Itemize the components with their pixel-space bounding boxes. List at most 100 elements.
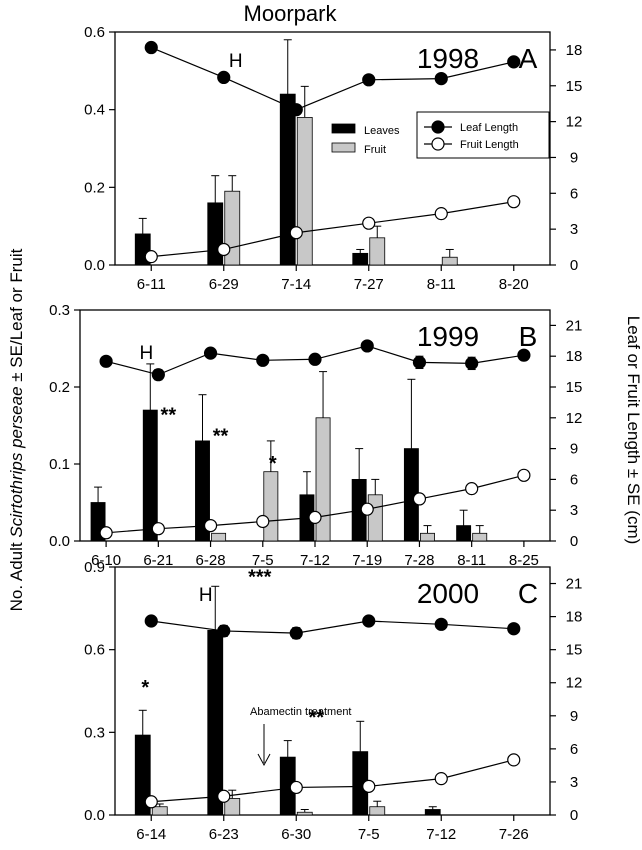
leaves-bar [142, 409, 158, 542]
right-tick-label: 3 [570, 774, 578, 791]
right-tick-label: 9 [570, 441, 578, 458]
left-tick-label: 0.0 [49, 533, 70, 550]
left-axis-label-pre: No. Adult [7, 538, 26, 612]
fruit-length-point [507, 753, 521, 767]
fruit-length-point [144, 795, 158, 809]
right-tick-label: 18 [566, 42, 583, 59]
panel-A: 0.0 0.2 0.4 0.6 0 3 6 9 12 15 18 6-11 6-29 7-14 7-27 8-… [84, 24, 582, 293]
x-tick-label: 6-30 [281, 826, 311, 843]
fruit-bar [367, 494, 383, 542]
year-label: 1999 [417, 321, 479, 352]
right-tick-label: 21 [566, 317, 583, 334]
fruit-length-point [362, 216, 376, 230]
x-tick-label: 7-26 [499, 826, 529, 843]
panel-letter: C [518, 578, 538, 609]
legend-leaves-label: Leaves [364, 125, 400, 137]
right-tick-label: 15 [566, 78, 583, 95]
fruit-bar [472, 532, 488, 542]
abamectin-arrow-head [257, 753, 271, 767]
right-tick-label: 21 [566, 576, 583, 593]
significance-stars: * [141, 677, 149, 699]
significance-stars: ** [161, 405, 177, 427]
leaf-length-point [434, 71, 448, 86]
leaf-length-point [151, 368, 165, 382]
x-tick-label: 6-23 [209, 826, 239, 843]
leaf-length-point [203, 346, 218, 360]
x-tick-label: 8-11 [427, 276, 456, 293]
right-tick-label: 0 [570, 533, 578, 550]
legend-fruit-swatch [331, 142, 356, 153]
x-tick-label: 8-11 [457, 552, 486, 569]
x-tick-label: 6-21 [143, 552, 173, 569]
x-tick-label: 7-19 [352, 552, 382, 569]
panel-letter: A [519, 43, 538, 74]
fruit-length-point [465, 482, 479, 496]
x-tick-label: 7-28 [404, 552, 434, 569]
leaf-length-line [151, 620, 514, 634]
fruit-length-line [151, 759, 514, 803]
right-tick-label: 15 [566, 642, 583, 659]
fruit-length-point [99, 526, 113, 540]
legend-fruit-length-label: Fruit Length [460, 139, 519, 151]
leaf-length-point [308, 352, 322, 366]
left-tick-label: 0.9 [84, 559, 105, 576]
left-tick-label: 0.2 [84, 179, 105, 196]
left-tick-label: 0.3 [49, 302, 70, 319]
right-axis-label: Leaf or Fruit Length ± SE (cm) [624, 316, 642, 545]
legend-box [416, 111, 550, 159]
leaf-length-point [360, 339, 374, 353]
legend: Leaves Fruit Leaf Length Fruit Length [331, 111, 550, 159]
left-tick-label: 0.1 [49, 456, 70, 473]
fruit-bar [369, 237, 386, 266]
leaf-length-point [465, 356, 479, 370]
fruit-length-point [360, 502, 374, 516]
right-tick-label: 12 [566, 114, 583, 131]
legend-leaf-length-label: Leaf Length [460, 122, 518, 134]
left-tick-label: 0.6 [84, 24, 105, 41]
fruit-length-point [434, 772, 448, 786]
right-tick-label: 3 [570, 502, 578, 519]
right-tick-label: 6 [570, 471, 578, 488]
right-tick-label: 18 [566, 609, 583, 626]
fruit-length-point [507, 195, 521, 209]
x-tick-label: 7-12 [300, 552, 330, 569]
fruit-bar [369, 806, 386, 816]
significance-stars: *** [248, 567, 272, 589]
fruit-length-point [289, 226, 303, 240]
leaves-bar [207, 202, 224, 266]
fruit-bar [151, 806, 168, 816]
leaves-bar [456, 525, 472, 542]
right-tick-label: 18 [566, 348, 583, 365]
x-tick-label: 7-12 [426, 826, 456, 843]
plot-frame [114, 31, 551, 266]
leaf-length-point [517, 348, 531, 362]
x-tick-label: 7-5 [252, 552, 274, 569]
right-tick-label: 6 [570, 185, 578, 202]
fruit-length-point [412, 492, 427, 506]
figure-title: Moorpark [244, 1, 338, 26]
fruit-length-point [308, 510, 322, 524]
x-tick-label: 7-27 [354, 276, 384, 293]
right-tick-label: 0 [570, 807, 578, 824]
fruit-length-point [203, 518, 218, 533]
x-tick-label: 6-28 [196, 552, 226, 569]
leaf-length-point [507, 622, 521, 636]
x-tick-label: 6-11 [137, 276, 166, 293]
legend-leaves-swatch [331, 123, 356, 134]
plot-frame [114, 566, 551, 816]
left-tick-label: 0.3 [84, 724, 105, 741]
fruit-length-point [289, 780, 303, 795]
leaf-length-point [507, 55, 521, 69]
right-tick-label: 12 [566, 675, 583, 692]
fruit-length-point [517, 468, 531, 482]
legend-leaf-marker [431, 120, 445, 134]
right-tick-label: 6 [570, 741, 578, 758]
right-tick-label: 3 [570, 221, 578, 238]
legend-fruit-marker [431, 137, 445, 151]
leaves-bar [424, 809, 441, 816]
fruit-bar [296, 811, 313, 816]
right-tick-label: 12 [566, 410, 583, 427]
panels: 0.0 0.2 0.4 0.6 0 3 6 9 12 15 18 6-11 6-29 7-14 7-27 8-… [49, 24, 582, 843]
